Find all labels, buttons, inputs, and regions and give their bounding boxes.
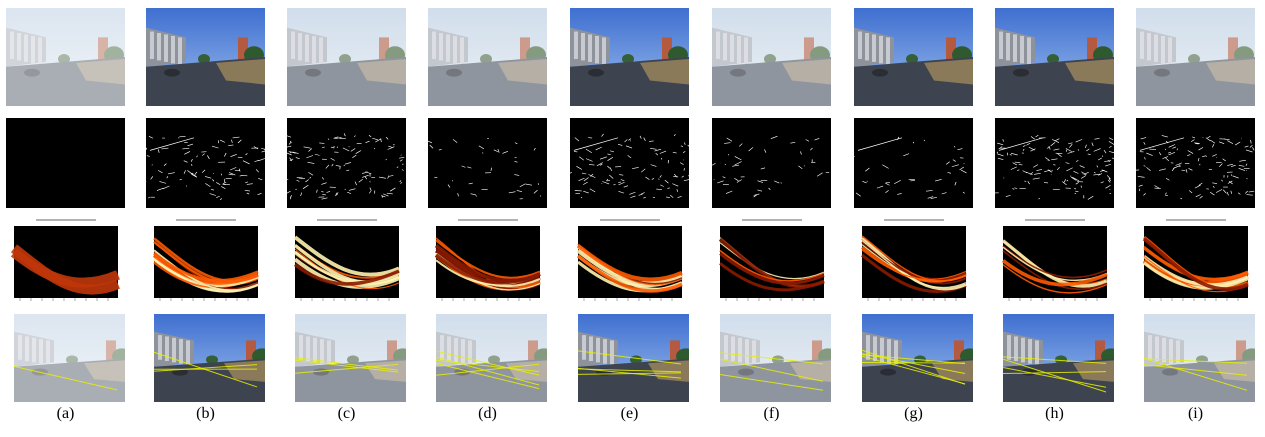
detected-lines-image <box>6 314 125 402</box>
input-image <box>570 8 689 106</box>
edge-map <box>854 118 973 208</box>
subfigure-caption: (i) <box>1187 405 1204 422</box>
edge-map <box>995 118 1114 208</box>
input-image <box>146 8 265 106</box>
detected-lines-image <box>995 314 1114 402</box>
edge-map <box>6 118 125 208</box>
input-image <box>6 8 125 106</box>
edge-map <box>1136 118 1255 208</box>
detected-lines-image <box>570 314 689 402</box>
hough-accumulator <box>854 216 973 308</box>
input-image <box>995 8 1114 106</box>
edge-map <box>146 118 265 208</box>
detected-lines-image <box>854 314 973 402</box>
hough-accumulator <box>146 216 265 308</box>
subfigure-caption: (b) <box>196 405 215 422</box>
subfigure-caption: (g) <box>904 405 923 422</box>
hough-accumulator <box>712 216 831 308</box>
subfigure-caption: (a) <box>56 405 75 422</box>
hough-accumulator <box>6 216 125 308</box>
edge-map <box>287 118 406 208</box>
hough-accumulator <box>1136 216 1255 308</box>
hough-accumulator <box>570 216 689 308</box>
detected-lines-image <box>712 314 831 402</box>
subfigure-caption: (h) <box>1045 405 1064 422</box>
input-image <box>428 8 547 106</box>
hough-accumulator <box>428 216 547 308</box>
subfigure-caption: (d) <box>478 405 497 422</box>
edge-map <box>712 118 831 208</box>
input-image <box>287 8 406 106</box>
edge-map <box>428 118 547 208</box>
subfigure-caption: (c) <box>337 405 356 422</box>
edge-map <box>570 118 689 208</box>
detected-lines-image <box>1136 314 1255 402</box>
input-image <box>1136 8 1255 106</box>
hough-accumulator <box>995 216 1114 308</box>
hough-accumulator <box>287 216 406 308</box>
detected-lines-image <box>146 314 265 402</box>
detected-lines-image <box>428 314 547 402</box>
input-image <box>854 8 973 106</box>
detected-lines-image <box>287 314 406 402</box>
input-image <box>712 8 831 106</box>
subfigure-caption: (e) <box>620 405 639 422</box>
subfigure-caption: (f) <box>763 405 780 422</box>
